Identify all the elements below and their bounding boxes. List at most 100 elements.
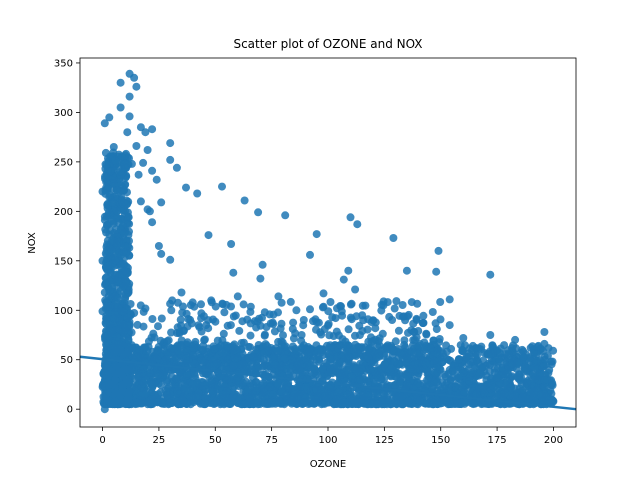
data-point bbox=[480, 388, 489, 397]
data-point bbox=[321, 388, 329, 397]
data-point bbox=[239, 378, 248, 387]
data-point bbox=[136, 353, 145, 362]
data-point bbox=[369, 316, 378, 325]
data-point bbox=[170, 344, 179, 353]
data-point bbox=[222, 341, 231, 350]
data-point bbox=[344, 325, 353, 334]
data-point bbox=[286, 364, 295, 373]
data-point bbox=[124, 390, 132, 399]
data-point bbox=[100, 288, 109, 297]
data-point bbox=[107, 245, 116, 254]
data-point bbox=[312, 341, 321, 350]
data-point bbox=[520, 363, 529, 372]
data-point bbox=[312, 385, 321, 394]
data-point bbox=[369, 399, 378, 408]
data-point bbox=[110, 314, 119, 323]
data-point bbox=[493, 373, 501, 382]
data-point bbox=[372, 354, 381, 363]
data-point bbox=[101, 225, 110, 234]
data-point bbox=[254, 208, 263, 217]
data-point bbox=[478, 382, 487, 391]
data-point bbox=[98, 256, 107, 265]
data-point bbox=[393, 392, 402, 401]
data-point bbox=[541, 392, 550, 401]
data-point bbox=[338, 311, 347, 320]
data-point bbox=[292, 306, 301, 315]
data-point bbox=[478, 363, 487, 371]
data-point bbox=[176, 315, 185, 324]
data-point bbox=[115, 187, 124, 196]
data-point bbox=[429, 351, 438, 360]
data-point bbox=[543, 351, 552, 360]
data-point bbox=[246, 307, 255, 316]
data-point bbox=[270, 327, 279, 336]
data-point bbox=[400, 336, 409, 345]
data-point bbox=[229, 312, 238, 321]
data-point bbox=[351, 340, 360, 349]
data-point bbox=[273, 380, 282, 389]
data-point bbox=[281, 391, 290, 400]
x-tick-label: 175 bbox=[488, 435, 507, 446]
data-point bbox=[262, 323, 271, 331]
data-point bbox=[117, 152, 126, 161]
y-tick-label: 300 bbox=[54, 108, 73, 119]
data-point bbox=[511, 335, 520, 344]
data-point bbox=[127, 159, 136, 168]
data-point bbox=[339, 275, 348, 284]
data-point bbox=[125, 92, 134, 101]
data-point bbox=[410, 335, 419, 344]
data-point bbox=[143, 146, 152, 154]
data-point bbox=[465, 344, 474, 353]
data-point bbox=[119, 365, 128, 374]
data-point bbox=[120, 198, 129, 207]
data-point bbox=[202, 321, 211, 330]
data-point bbox=[334, 388, 343, 397]
data-point bbox=[359, 316, 368, 325]
data-point bbox=[440, 384, 449, 393]
data-point bbox=[148, 383, 156, 392]
data-point bbox=[233, 373, 242, 382]
data-point bbox=[361, 301, 370, 310]
data-point bbox=[222, 393, 231, 402]
data-point bbox=[166, 155, 175, 164]
data-point bbox=[387, 343, 396, 352]
data-point bbox=[156, 336, 165, 345]
data-point bbox=[111, 376, 120, 384]
data-point bbox=[103, 302, 112, 311]
data-point bbox=[292, 347, 301, 355]
data-point bbox=[516, 376, 525, 385]
data-point bbox=[460, 388, 469, 397]
data-point bbox=[260, 330, 269, 339]
data-point bbox=[200, 312, 208, 321]
x-tick-label: 25 bbox=[153, 435, 166, 446]
data-point bbox=[350, 399, 359, 408]
data-point bbox=[249, 353, 258, 361]
data-point bbox=[207, 298, 216, 307]
data-point bbox=[487, 350, 495, 359]
data-point bbox=[188, 380, 197, 389]
data-point bbox=[253, 398, 262, 407]
data-point bbox=[173, 397, 182, 406]
data-point bbox=[180, 383, 189, 392]
data-point bbox=[325, 398, 334, 407]
data-point bbox=[305, 347, 314, 356]
data-point bbox=[136, 197, 145, 206]
data-point bbox=[222, 300, 231, 309]
y-axis-label: NOX bbox=[27, 232, 38, 254]
data-point bbox=[125, 112, 134, 121]
data-point bbox=[148, 125, 157, 134]
data-point bbox=[182, 183, 190, 192]
data-point bbox=[175, 328, 184, 337]
data-point bbox=[140, 344, 149, 353]
data-point bbox=[312, 355, 321, 364]
data-point bbox=[102, 160, 111, 169]
data-point bbox=[353, 220, 362, 229]
data-point bbox=[326, 354, 335, 363]
data-point bbox=[493, 346, 502, 355]
data-point bbox=[533, 387, 542, 396]
data-point bbox=[148, 315, 157, 323]
data-point bbox=[275, 346, 284, 355]
data-point bbox=[139, 322, 148, 331]
data-point bbox=[539, 382, 548, 391]
data-point bbox=[319, 302, 328, 311]
